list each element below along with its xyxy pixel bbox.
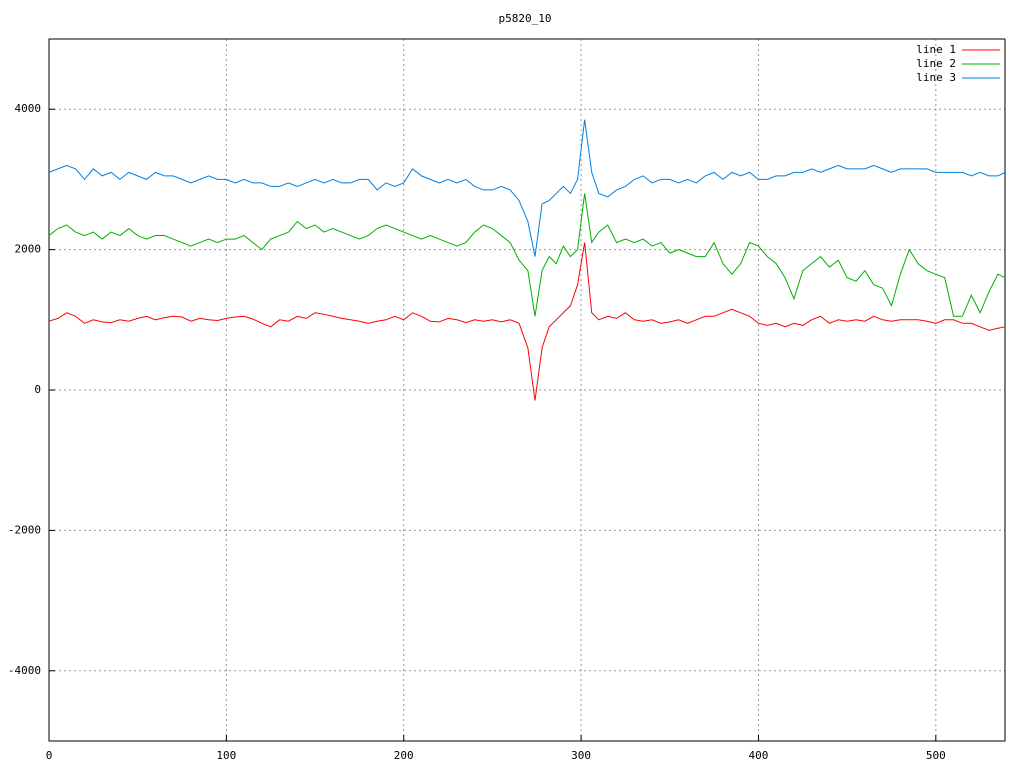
x-tick-label: 0 xyxy=(46,749,53,762)
x-tick-label: 200 xyxy=(394,749,414,762)
x-tick-label: 100 xyxy=(216,749,236,762)
x-tick-label: 400 xyxy=(749,749,769,762)
data-line xyxy=(48,119,1006,257)
legend-label: line 1 xyxy=(916,43,956,56)
x-tick-label: 500 xyxy=(926,749,946,762)
data-line xyxy=(48,242,1006,401)
y-tick-label: -2000 xyxy=(8,523,41,536)
chart-title: p5820_10 xyxy=(499,12,552,25)
x-tick-label: 300 xyxy=(571,749,591,762)
plot-border xyxy=(48,38,1006,742)
y-tick-label: -4000 xyxy=(8,664,41,677)
y-tick-label: 0 xyxy=(34,383,41,396)
legend-label: line 2 xyxy=(916,57,956,70)
y-tick-label: 2000 xyxy=(15,243,42,256)
y-tick-label: 4000 xyxy=(15,102,42,115)
data-line xyxy=(48,193,1006,317)
legend-label: line 3 xyxy=(916,71,956,84)
